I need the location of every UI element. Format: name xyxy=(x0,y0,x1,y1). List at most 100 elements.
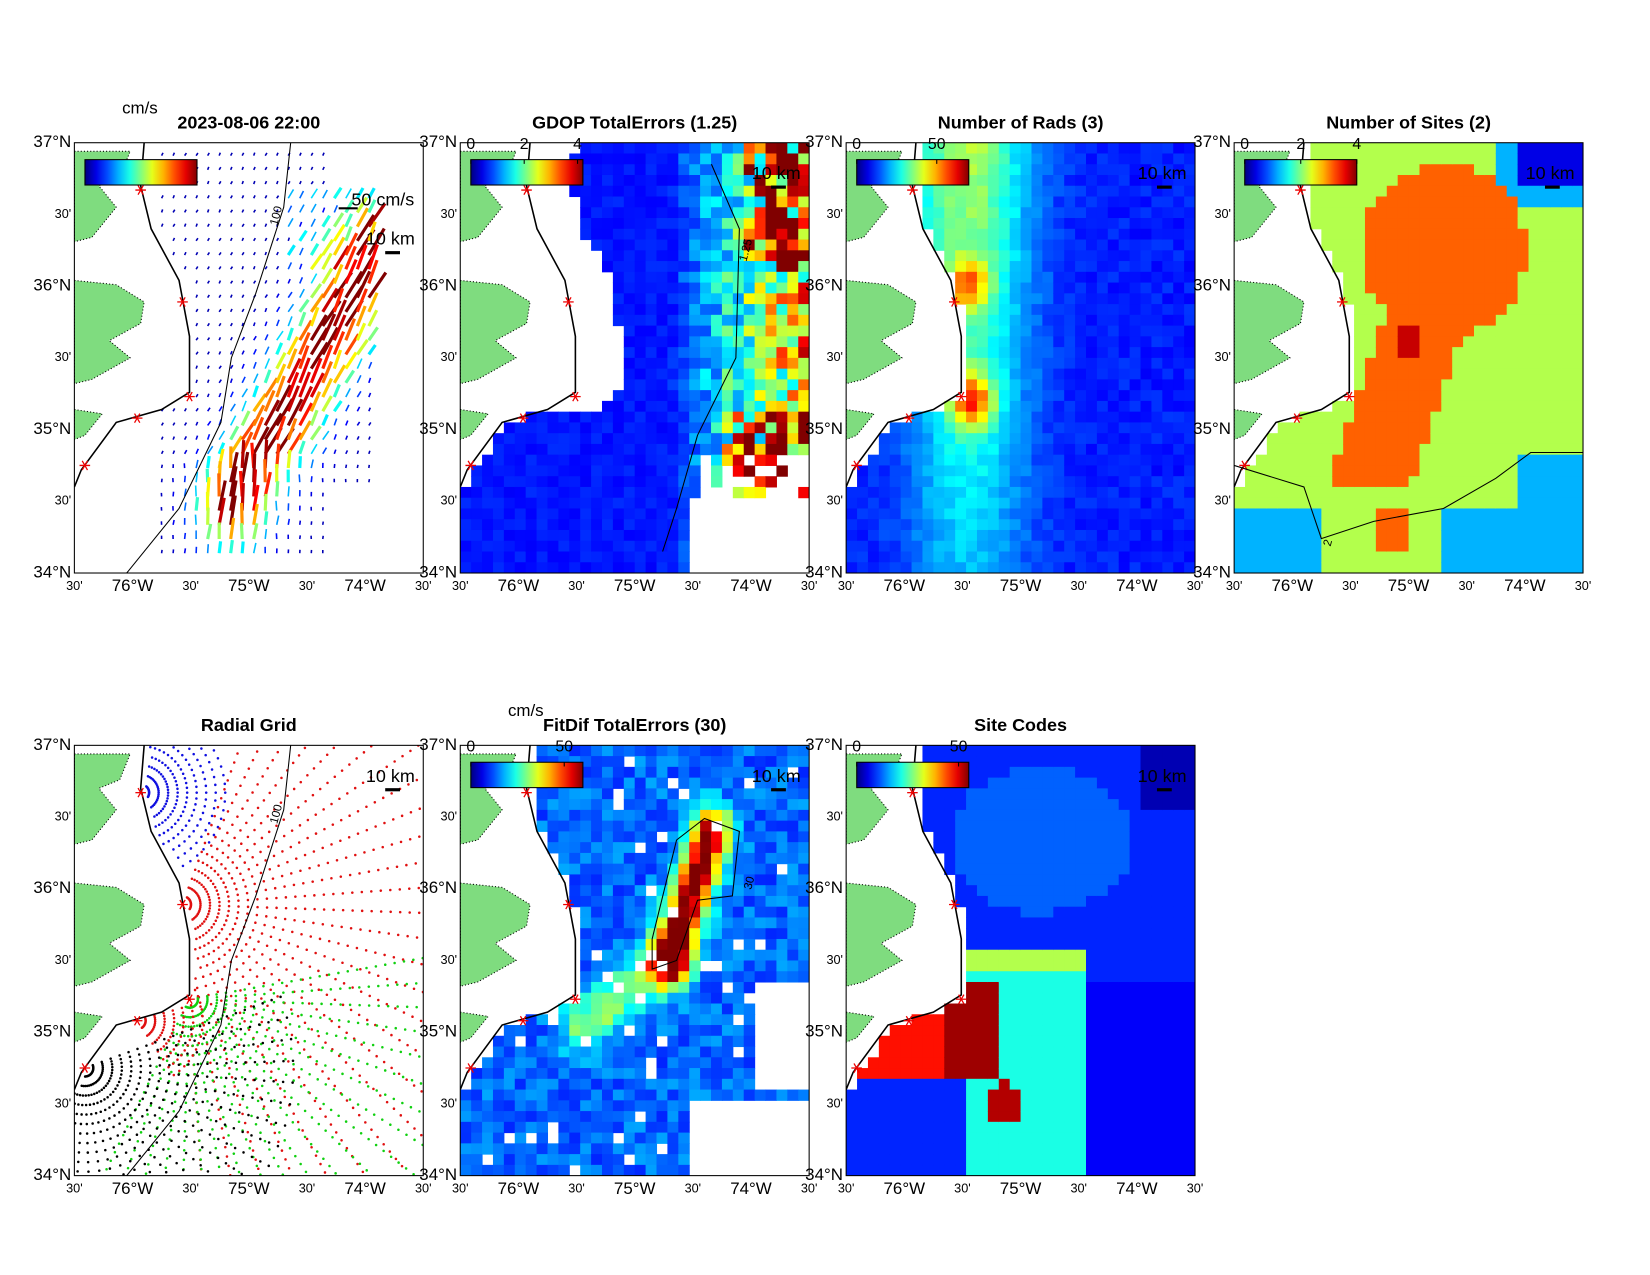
field-cell xyxy=(1107,314,1120,327)
field-cell xyxy=(1441,551,1453,563)
field-cell xyxy=(1386,164,1399,176)
field-cell xyxy=(944,250,956,262)
field-cell xyxy=(1173,476,1185,488)
radial-grid-point xyxy=(195,1024,199,1027)
field-cell xyxy=(667,562,679,574)
field-cell xyxy=(1075,196,1087,208)
field-cell xyxy=(623,433,636,445)
field-cell xyxy=(732,411,745,423)
radial-grid-point xyxy=(236,911,240,914)
field-cell xyxy=(1310,443,1322,456)
field-cell xyxy=(976,228,989,241)
field-cell xyxy=(1288,465,1301,477)
field-cell xyxy=(987,486,1000,499)
field-cell xyxy=(645,325,658,337)
field-cell xyxy=(1064,465,1076,477)
field-cell xyxy=(743,443,756,456)
current-vector xyxy=(206,455,211,469)
field-cell xyxy=(1053,433,1065,445)
field-cell xyxy=(1020,497,1033,509)
field-cell xyxy=(580,185,592,198)
field-cell xyxy=(1550,379,1562,391)
field-cell xyxy=(1173,336,1185,348)
field-cell xyxy=(547,411,559,423)
field-cell xyxy=(1397,347,1410,359)
field-cell xyxy=(976,304,989,316)
current-vector xyxy=(298,357,311,384)
field-cell xyxy=(1085,497,1098,509)
field-cell xyxy=(1096,164,1109,176)
radial-grid-point xyxy=(282,991,285,994)
field-cell xyxy=(776,379,788,391)
field-cell xyxy=(1506,390,1519,402)
field-cell xyxy=(700,368,712,380)
field-cell xyxy=(1484,519,1497,531)
radial-grid-point xyxy=(133,1148,136,1152)
field-cell xyxy=(1484,314,1497,327)
field-cell xyxy=(1517,325,1530,337)
field-cell xyxy=(1184,174,1196,187)
radial-grid-point xyxy=(386,867,389,870)
field-cell xyxy=(711,196,723,208)
radial-grid-point xyxy=(217,908,221,911)
field-cell xyxy=(1419,282,1431,294)
radial-grid-point xyxy=(309,976,312,980)
current-vector xyxy=(195,365,198,369)
field-cell xyxy=(1572,433,1584,445)
field-cell xyxy=(1343,443,1355,456)
field-cell xyxy=(1495,336,1508,348)
radial-grid-point xyxy=(382,1142,385,1146)
field-cell xyxy=(1408,218,1421,230)
field-cell xyxy=(1118,314,1131,327)
field-cell xyxy=(900,443,913,456)
radial-grid-point xyxy=(266,815,269,818)
field-cell xyxy=(966,465,978,477)
radial-grid-point xyxy=(226,810,230,813)
field-cell xyxy=(998,400,1011,413)
field-cell xyxy=(998,519,1011,531)
field-cell xyxy=(721,207,734,219)
field-cell xyxy=(1042,486,1054,499)
current-vector xyxy=(345,404,350,412)
field-cell xyxy=(976,551,989,563)
radial-grid-point xyxy=(193,1072,197,1076)
field-cell xyxy=(1009,142,1022,155)
field-cell xyxy=(1441,261,1453,273)
radial-grid-point xyxy=(182,1158,186,1162)
field-cell xyxy=(634,271,647,284)
field-cell xyxy=(1441,540,1453,553)
current-vector xyxy=(263,399,281,427)
field-cell xyxy=(492,486,505,499)
field-cell xyxy=(1075,347,1087,359)
current-vector xyxy=(356,374,362,384)
current-vector xyxy=(230,280,234,284)
radial-grid-point xyxy=(260,1020,264,1024)
field-cell xyxy=(798,347,810,359)
field-cell xyxy=(998,153,1011,165)
field-cell xyxy=(1234,497,1246,509)
radial-grid-point xyxy=(294,1036,298,1040)
field-cell xyxy=(1375,476,1388,488)
field-cell xyxy=(1539,551,1551,563)
radial-grid-point xyxy=(291,930,294,934)
current-vector xyxy=(298,456,302,469)
radial-grid-point xyxy=(316,1078,319,1081)
field-cell xyxy=(1085,422,1098,434)
field-cell xyxy=(1452,250,1464,262)
field-cell xyxy=(700,153,712,165)
field-cell xyxy=(1173,164,1185,176)
field-cell xyxy=(1053,196,1065,208)
field-cell xyxy=(1386,486,1399,499)
field-cell xyxy=(1375,422,1388,434)
field-cell xyxy=(1009,250,1022,262)
field-cell xyxy=(1277,540,1290,553)
radial-grid-point xyxy=(315,1008,318,1011)
field-cell xyxy=(1441,314,1453,327)
field-cell xyxy=(689,304,701,316)
radial-grid-point xyxy=(221,851,225,855)
field-cell xyxy=(1299,454,1311,466)
radial-grid-point xyxy=(318,937,322,941)
field-cell xyxy=(1354,282,1366,294)
field-cell xyxy=(689,422,701,434)
field-cell xyxy=(656,551,668,563)
